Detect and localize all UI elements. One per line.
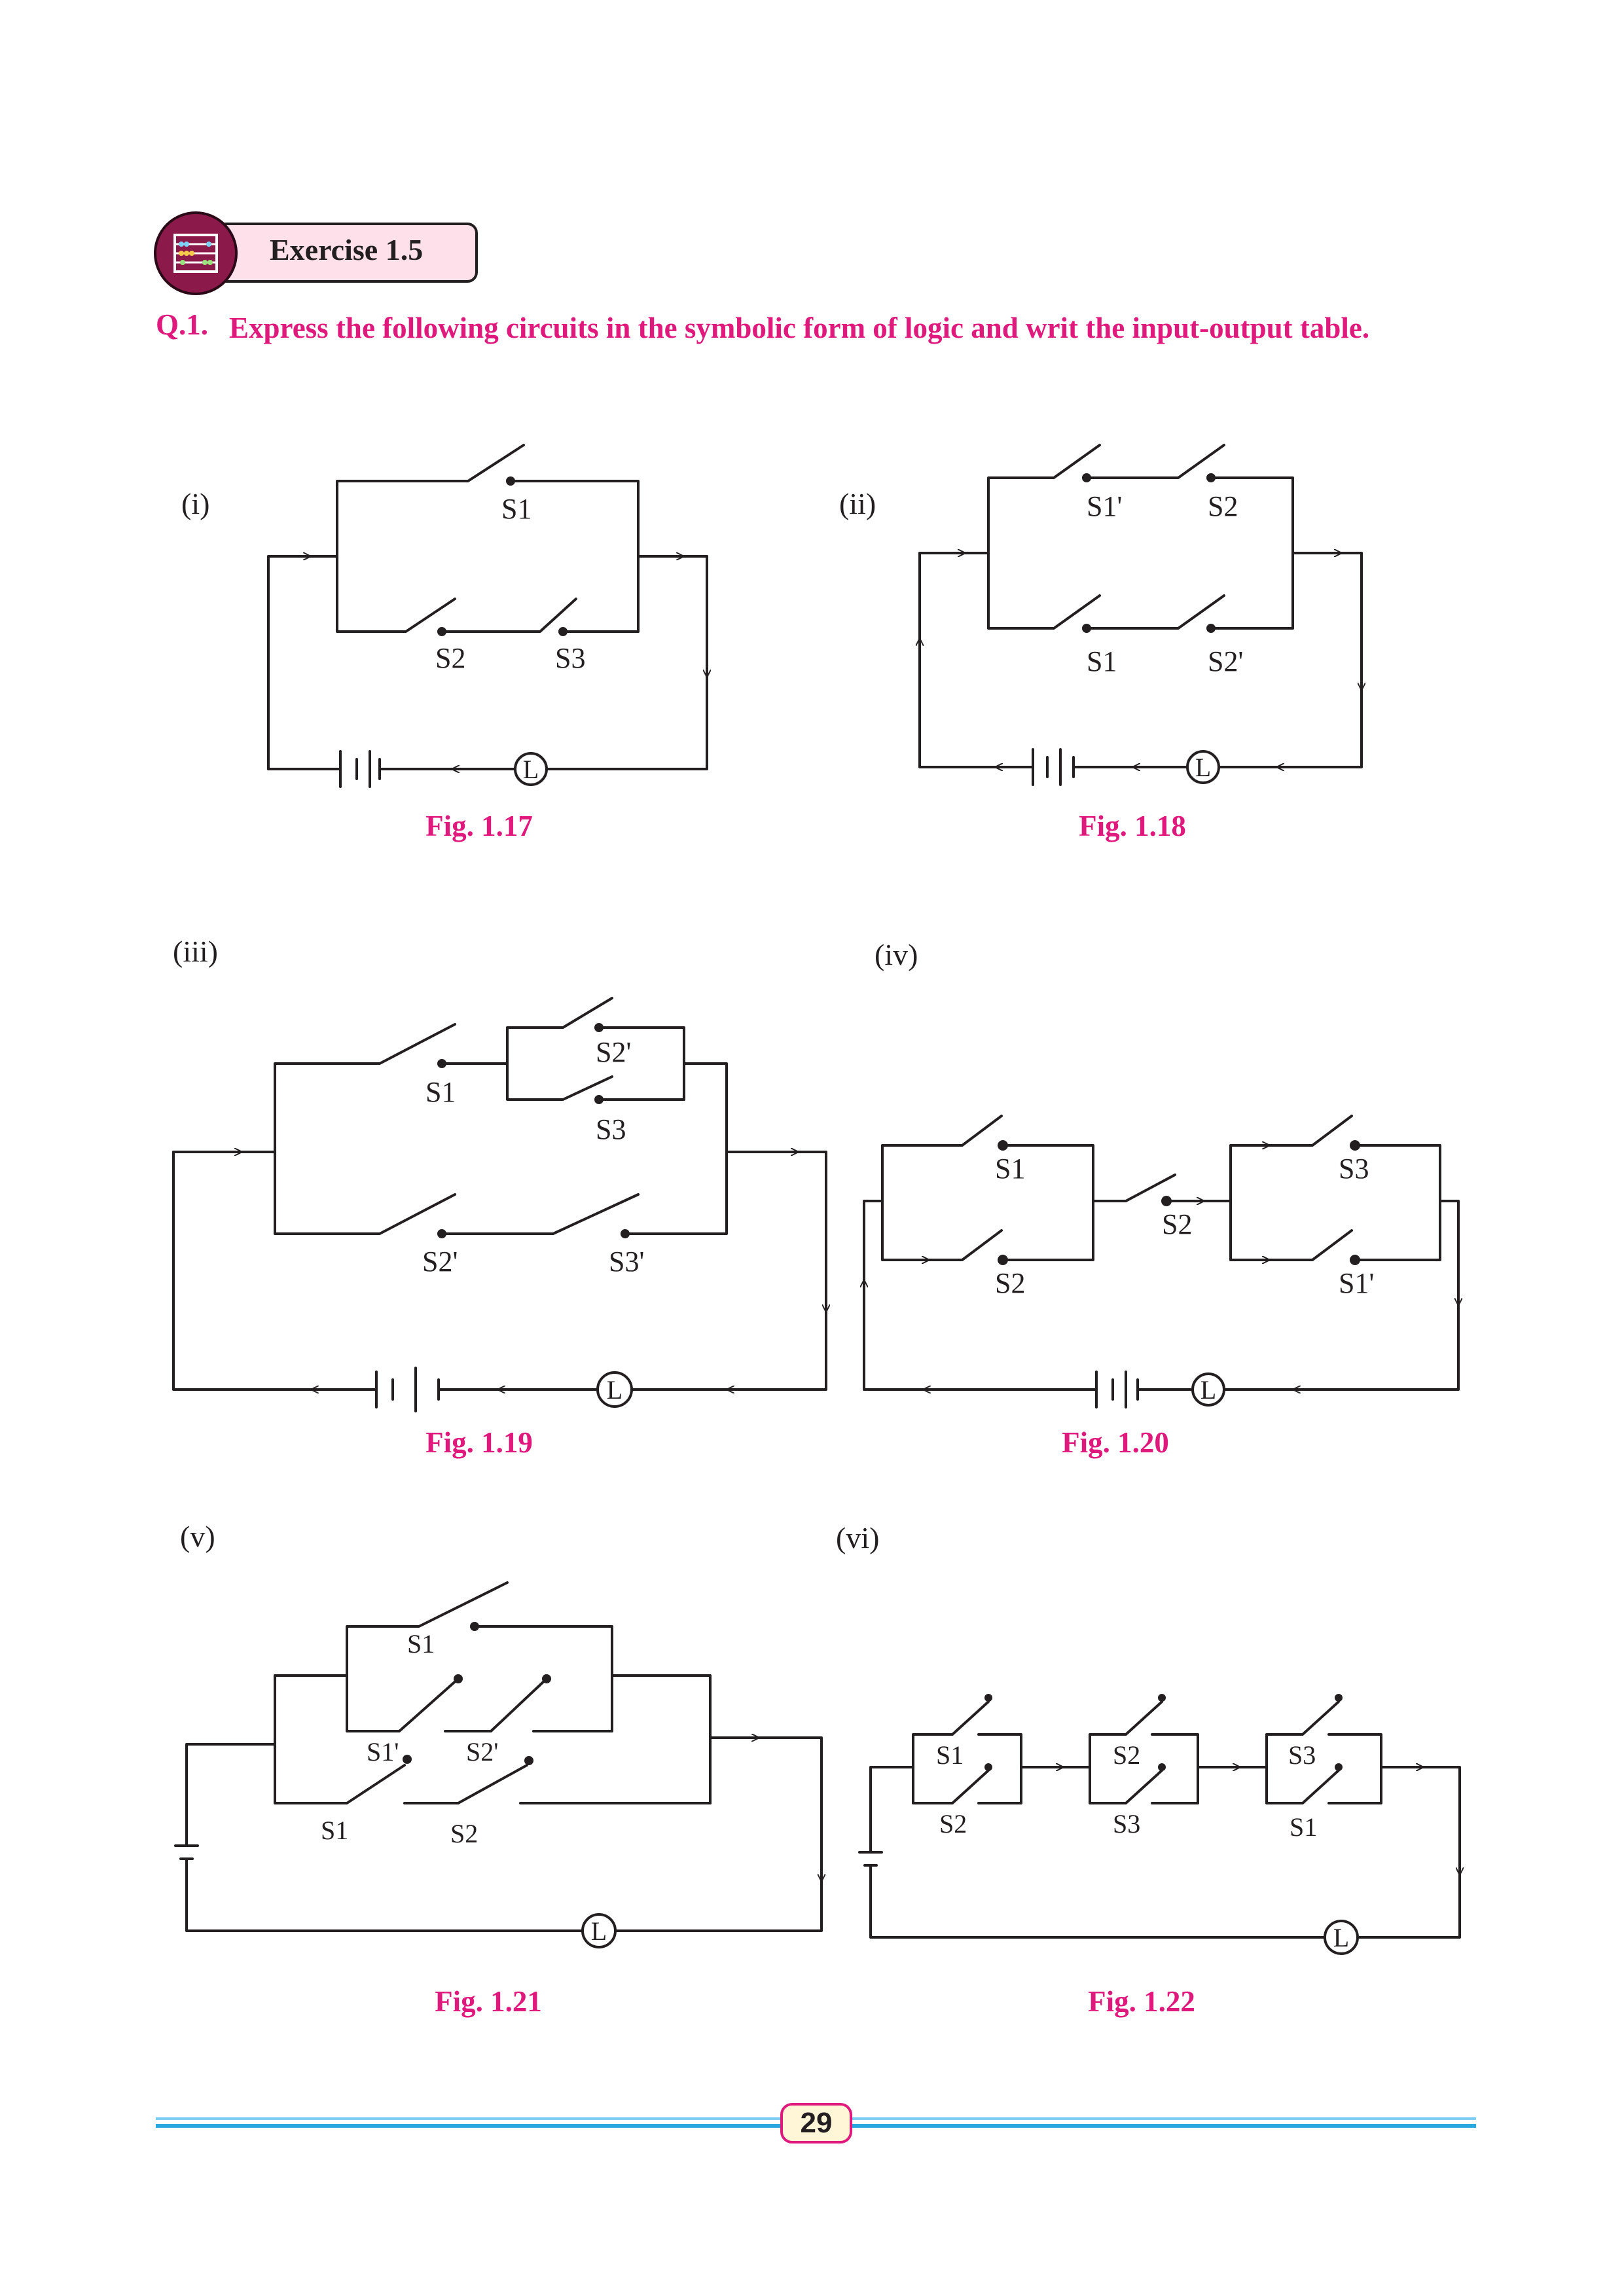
figure-caption-1-21: Fig. 1.21 xyxy=(435,1985,542,2018)
switch-label: S3' xyxy=(609,1246,644,1278)
switch-label: S2' xyxy=(1208,645,1243,677)
question-text: Express the following circuits in the sy… xyxy=(229,312,1370,344)
circuit-fig-1-22 xyxy=(858,1700,1460,1955)
circuit-fig-1-20 xyxy=(864,1115,1458,1408)
switch-label: S1 xyxy=(1290,1812,1317,1842)
switch-label: S3 xyxy=(1339,1153,1369,1185)
switch-label: S1' xyxy=(1087,490,1122,522)
switch-label: S2 xyxy=(450,1819,478,1848)
circuit-fig-1-19 xyxy=(172,997,826,1412)
figure-caption-1-19: Fig. 1.19 xyxy=(425,1426,533,1459)
abacus-icon xyxy=(154,211,238,295)
figure-caption-1-18: Fig. 1.18 xyxy=(1079,810,1186,842)
part-label-iv: (iv) xyxy=(875,938,918,971)
switch-label: S1 xyxy=(321,1816,348,1845)
switch-label: S3 xyxy=(1113,1809,1140,1839)
switch-label: S1 xyxy=(407,1629,435,1659)
switch-label: S1 xyxy=(995,1153,1025,1185)
circuit-fig-1-21 xyxy=(174,1581,821,1948)
figure-caption-1-22: Fig. 1.22 xyxy=(1088,1985,1195,2018)
exercise-badge-box xyxy=(216,223,478,283)
switch-label: S1' xyxy=(367,1737,399,1767)
lamp-label: L xyxy=(591,1916,607,1946)
lamp-label: L xyxy=(523,755,539,784)
switch-label: S1 xyxy=(425,1076,456,1108)
switch-label: S2 xyxy=(435,642,465,674)
switch-label: S1 xyxy=(936,1740,964,1770)
part-label-ii: (ii) xyxy=(839,487,876,520)
switch-label: S3 xyxy=(596,1113,626,1145)
part-label-v: (v) xyxy=(180,1520,215,1553)
switch-label: S2 xyxy=(995,1267,1025,1299)
switch-label: S2 xyxy=(1208,490,1238,522)
switch-label: S3 xyxy=(1288,1740,1316,1770)
switch-label: S1 xyxy=(501,493,532,525)
switch-label: S2 xyxy=(1113,1740,1140,1770)
footer-rule xyxy=(156,2117,1476,2128)
lamp-label: L xyxy=(1333,1923,1349,1952)
page-number: 29 xyxy=(780,2103,852,2144)
switch-label: S2' xyxy=(596,1036,631,1068)
part-label-i: (i) xyxy=(181,487,210,520)
circuit-fig-1-17 xyxy=(267,444,707,788)
circuit-fig-1-18 xyxy=(920,444,1362,786)
switch-label: S2 xyxy=(1162,1208,1192,1240)
switch-label: S2' xyxy=(422,1246,458,1278)
switch-label: S2' xyxy=(466,1737,498,1767)
switch-label: S2 xyxy=(939,1809,967,1839)
lamp-label: L xyxy=(1195,753,1211,782)
switch-label: S1 xyxy=(1087,645,1117,677)
figure-caption-1-17: Fig. 1.17 xyxy=(425,810,533,842)
switch-label: S3 xyxy=(555,642,585,674)
figure-caption-1-20: Fig. 1.20 xyxy=(1062,1426,1169,1459)
switch-label: S1' xyxy=(1339,1267,1374,1299)
switch-contacts xyxy=(403,473,1360,1771)
lamp-label: L xyxy=(607,1375,623,1405)
exercise-title: Exercise 1.5 xyxy=(270,233,424,266)
part-label-vi: (vi) xyxy=(836,1521,880,1554)
question-number: Q.1. xyxy=(156,308,209,341)
lamp-label: L xyxy=(1200,1375,1216,1405)
part-label-iii: (iii) xyxy=(173,935,218,968)
